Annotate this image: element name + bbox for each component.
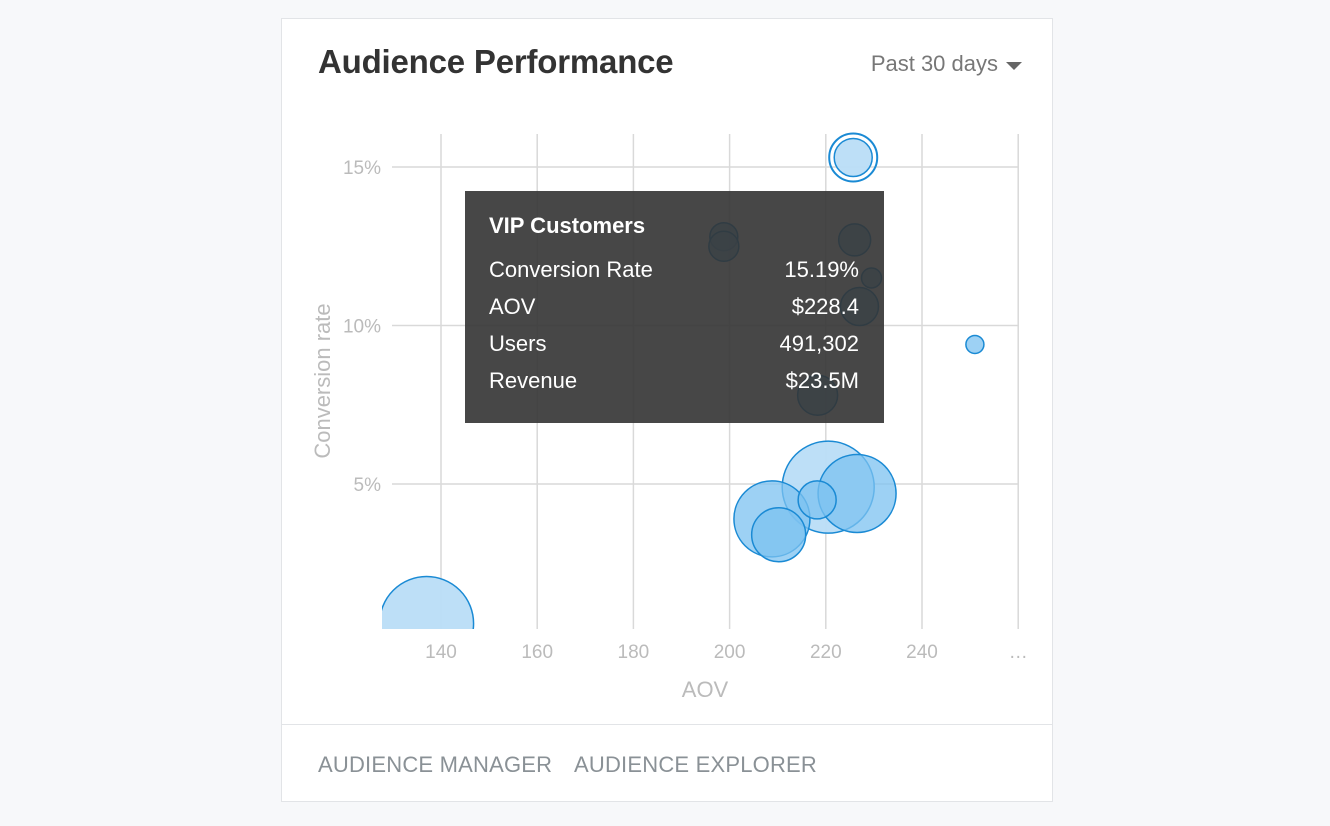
date-range-dropdown[interactable]: Past 30 days [871, 51, 1022, 77]
chevron-down-icon [1006, 61, 1022, 70]
tooltip-title: VIP Customers [489, 213, 646, 238]
audience-explorer-link[interactable]: AUDIENCE EXPLORER [574, 752, 818, 777]
tooltip-row-aov: AOV $228.4 [489, 288, 859, 325]
tooltip-value: $228.4 [791, 294, 859, 319]
date-range-label: Past 30 days [870, 51, 998, 76]
tooltip-label: AOV [489, 294, 536, 319]
y-tick-label: 10% [343, 317, 381, 338]
x-tick-label: 180 [618, 642, 650, 663]
x-tick-label: 200 [714, 642, 746, 663]
tooltip-label: Revenue [489, 368, 578, 393]
axis-ticks: 140 160 180 200 220 240 … 5% 10% 15% [343, 158, 1028, 663]
tooltip-label: Users [489, 331, 547, 356]
card-title: Audience Performance [318, 43, 674, 80]
tooltip-row-users: Users 491,302 [489, 325, 859, 362]
y-tick-label: 15% [343, 158, 381, 179]
tooltip-value: 15.19% [784, 257, 859, 282]
x-tick-label: 240 [906, 642, 938, 663]
bubble[interactable] [797, 480, 837, 520]
y-tick-label: 5% [354, 475, 382, 496]
audience-performance-card: Audience Performance Past 30 days 140 160… [281, 18, 1053, 802]
x-axis-label: AOV [682, 677, 729, 702]
x-tick-label: … [1009, 642, 1028, 663]
bubble[interactable] [380, 575, 475, 670]
tooltip-label: Conversion Rate [489, 257, 653, 282]
audience-manager-link[interactable]: AUDIENCE MANAGER [318, 752, 553, 777]
selected-bubble[interactable] [833, 137, 873, 178]
tooltip-row-revenue: Revenue $23.5M [489, 362, 859, 399]
tooltip-row-conversion: Conversion Rate 15.19% [489, 251, 859, 288]
tooltip-value: 491,302 [779, 331, 859, 356]
bubble[interactable] [965, 334, 985, 355]
x-tick-label: 160 [521, 642, 553, 663]
x-tick-label: 220 [810, 642, 842, 663]
selected-bubble-ring [828, 132, 879, 183]
card-footer: AUDIENCE MANAGER AUDIENCE EXPLORER [282, 724, 1052, 801]
y-axis-label: Conversion rate [310, 303, 335, 458]
bubble[interactable] [750, 506, 807, 563]
chart-tooltip: VIP Customers Conversion Rate 15.19% AOV… [465, 191, 884, 423]
x-tick-label: 140 [425, 642, 457, 663]
tooltip-value: $23.5M [785, 368, 859, 393]
